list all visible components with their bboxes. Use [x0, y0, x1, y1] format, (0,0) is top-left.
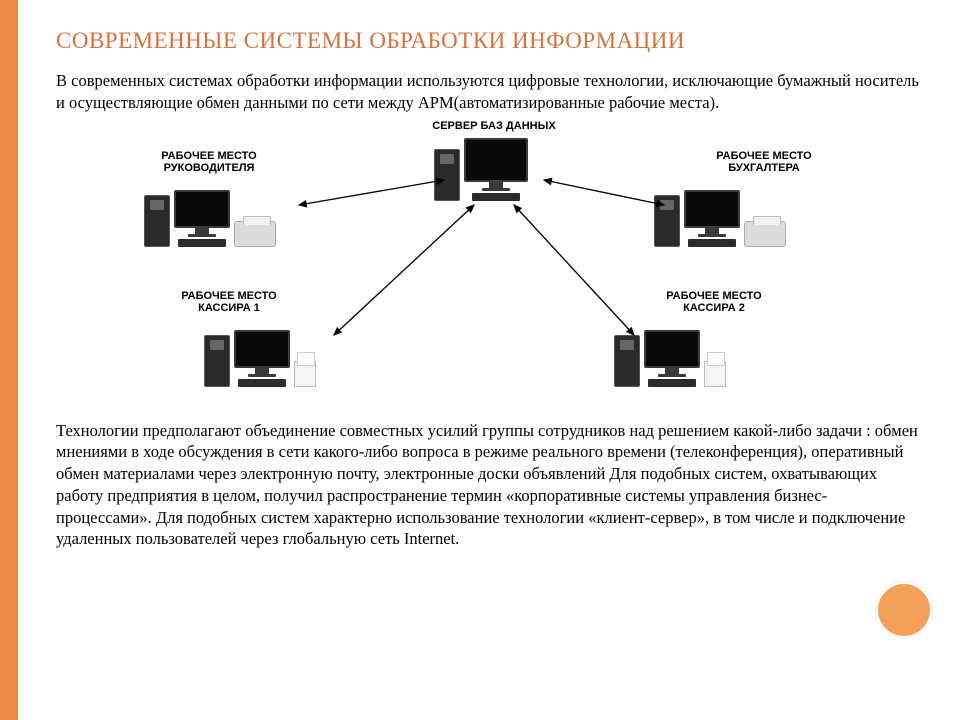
monitor-icon: [464, 138, 528, 182]
intro-paragraph: В современных системах обработки информа…: [56, 70, 922, 114]
manager-label: РАБОЧЕЕ МЕСТО РУКОВОДИТЕЛЯ: [134, 150, 284, 175]
printer-icon: [234, 221, 276, 247]
computer-tower-icon: [654, 195, 680, 247]
slide-title: СОВРЕМЕННЫЕ СИСТЕМЫ ОБРАБОТКИ ИНФОРМАЦИИ: [56, 28, 922, 54]
manager-node: [144, 190, 276, 247]
outro-paragraph: Технологии предполагают объединение совм…: [56, 420, 922, 551]
computer-tower-icon: [204, 335, 230, 387]
monitor-icon: [234, 330, 290, 368]
printer-icon: [744, 221, 786, 247]
receipt-printer-icon: [294, 361, 316, 387]
monitor-icon: [174, 190, 230, 228]
keyboard-icon: [688, 239, 736, 247]
cashier1-label: РАБОЧЕЕ МЕСТО КАССИРА 1: [154, 290, 304, 315]
keyboard-icon: [178, 239, 226, 247]
cashier2-node: [614, 330, 726, 387]
monitor-icon: [684, 190, 740, 228]
keyboard-icon: [238, 379, 286, 387]
server-label: СЕРВЕР БАЗ ДАННЫХ: [414, 120, 574, 133]
cashier1-node: [204, 330, 316, 387]
accountant-node: [654, 190, 786, 247]
computer-tower-icon: [614, 335, 640, 387]
computer-tower-icon: [144, 195, 170, 247]
accent-sidebar: [0, 0, 18, 720]
server-node: [434, 138, 528, 201]
network-diagram: СЕРВЕР БАЗ ДАННЫХ РАБОЧЕЕ МЕСТО РУКОВОДИ…: [74, 120, 904, 410]
computer-tower-icon: [434, 149, 460, 201]
receipt-printer-icon: [704, 361, 726, 387]
decorative-circle: [876, 582, 932, 638]
keyboard-icon: [648, 379, 696, 387]
accountant-label: РАБОЧЕЕ МЕСТО БУХГАЛТЕРА: [684, 150, 844, 175]
cashier2-label: РАБОЧЕЕ МЕСТО КАССИРА 2: [634, 290, 794, 315]
keyboard-icon: [472, 193, 520, 201]
slide-content: СОВРЕМЕННЫЕ СИСТЕМЫ ОБРАБОТКИ ИНФОРМАЦИИ…: [18, 0, 960, 720]
monitor-icon: [644, 330, 700, 368]
